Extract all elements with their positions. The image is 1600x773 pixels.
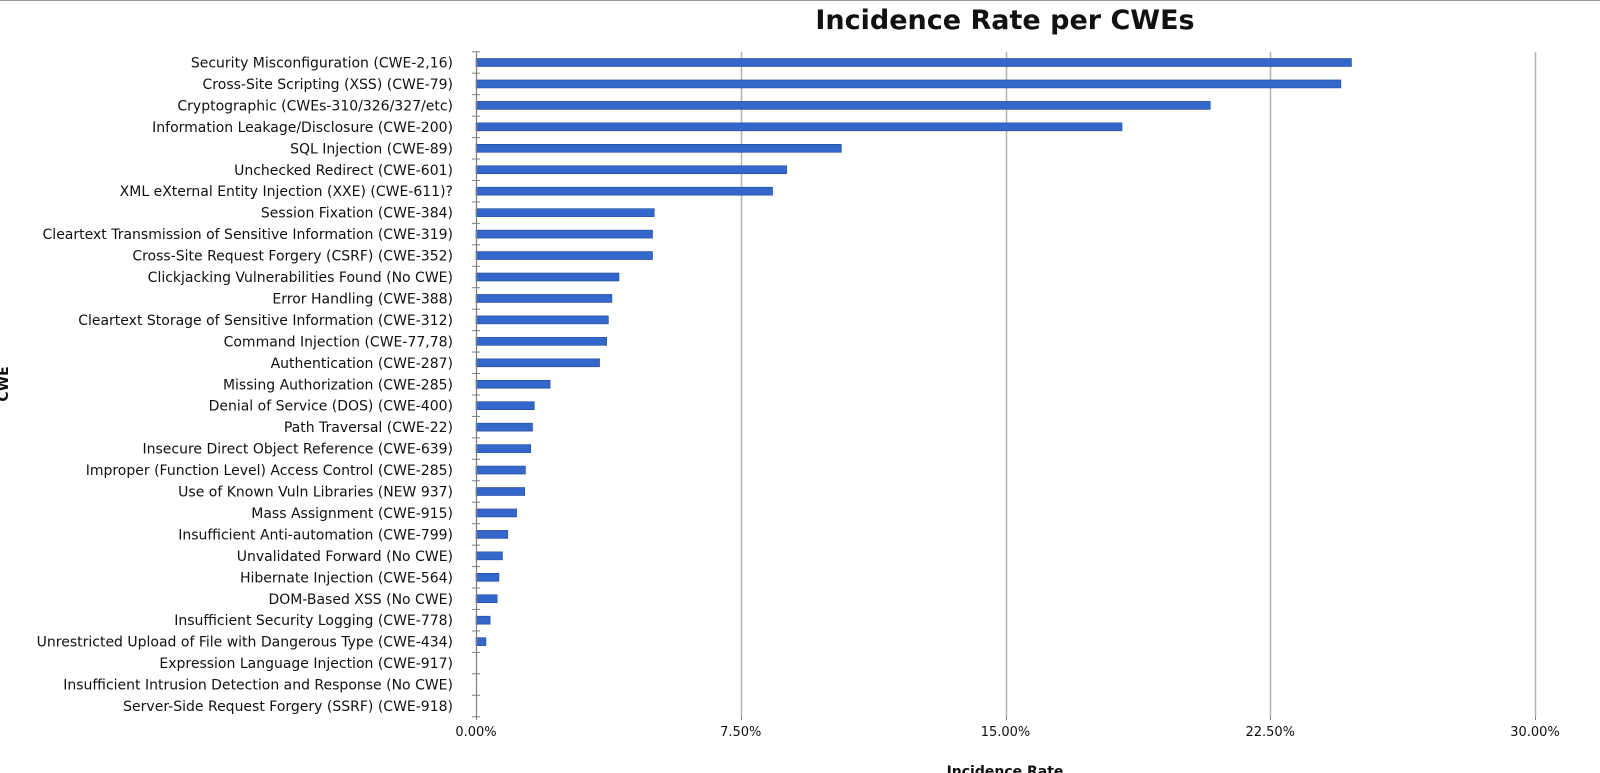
category-label: Expression Language Injection (CWE-917) [159,656,453,672]
category-label: XML eXternal Entity Injection (XXE) (CWE… [120,184,453,200]
category-label: Error Handling (CWE-388) [272,291,453,307]
bar [475,615,491,625]
category-label: Mass Assignment (CWE-915) [251,506,453,522]
category-label: Server-Side Request Forgery (SSRF) (CWE-… [123,699,453,715]
category-label: Clickjacking Vulnerabilities Found (No C… [148,270,453,286]
bar [475,58,1352,67]
x-tick-label: 0.00% [455,725,496,740]
bar [475,637,487,646]
category-label: Unchecked Redirect (CWE-601) [234,163,453,179]
bar [475,122,1123,132]
bar [475,401,535,411]
bar [475,315,609,325]
category-label: Security Misconfiguration (CWE-2,16) [191,56,453,72]
bar [475,530,509,539]
chart-title: Incidence Rate per CWEs [815,5,1194,36]
bar [475,551,503,561]
bar [475,186,773,196]
category-label: Hibernate Injection (CWE-564) [240,570,453,586]
bar [475,422,533,432]
bar [475,358,600,368]
bar [475,79,1342,89]
bar [475,487,526,496]
x-tick-label: 15.00% [981,725,1031,740]
category-label: Insecure Direct Object Reference (CWE-63… [142,442,453,458]
x-tick-label: 30.00% [1510,725,1560,740]
bar [475,208,655,217]
category-label: Unrestricted Upload of File with Dangero… [37,635,453,651]
bar [475,229,653,239]
bar [475,465,526,475]
bars [475,58,1352,646]
category-label: Command Injection (CWE-77,78) [224,334,453,350]
category-label: Insufficient Anti-automation (CWE-799) [178,527,453,543]
category-labels: Security Misconfiguration (CWE-2,16) Cros… [37,56,453,716]
category-label: Cleartext Transmission of Sensitive Info… [43,227,453,243]
bar [475,272,620,282]
category-label: Denial of Service (DOS) (CWE-400) [209,399,453,415]
bar [475,572,500,582]
bar [475,508,517,518]
category-label: Cleartext Storage of Sensitive Informati… [78,313,453,329]
category-label: Path Traversal (CWE-22) [284,420,453,436]
y-axis-title: CWE [0,366,12,401]
bar [475,444,532,453]
category-label: Cross-Site Scripting (XSS) (CWE-79) [203,77,453,93]
category-label: Session Fixation (CWE-384) [261,206,453,222]
x-axis-title: Incidence Rate [947,764,1064,773]
axes [472,51,1536,720]
bar [475,294,613,303]
category-label: Use of Known Vuln Libraries (NEW 937) [178,485,453,501]
category-label: Unvalidated Forward (No CWE) [237,549,453,565]
bar [475,337,607,346]
x-tick-label: 7.50% [720,725,761,740]
category-label: Missing Authorization (CWE-285) [223,377,453,393]
category-label: Insufficient Security Logging (CWE-778) [174,613,453,629]
category-label: SQL Injection (CWE-89) [290,141,453,157]
category-label: Information Leakage/Disclosure (CWE-200) [152,120,453,136]
bar [475,594,498,604]
category-label: Improper (Function Level) Access Control… [86,463,453,479]
category-label: Insufficient Intrusion Detection and Res… [63,678,453,694]
bar [475,165,787,175]
category-label: Authentication (CWE-287) [271,356,453,372]
bar [475,379,551,389]
bar [475,144,842,153]
bar [475,101,1211,110]
grid-lines [740,52,1537,716]
x-tick-labels: 0.00% 7.50% 15.00% 22.50% 30.00% [455,725,1559,740]
bar [475,251,653,260]
category-label: Cross-Site Request Forgery (CSRF) (CWE-3… [132,249,453,265]
x-tick-label: 22.50% [1245,725,1295,740]
category-label: DOM-Based XSS (No CWE) [268,592,453,608]
top-border [0,0,1600,1]
category-label: Cryptographic (CWEs-310/326/327/etc) [177,98,453,114]
